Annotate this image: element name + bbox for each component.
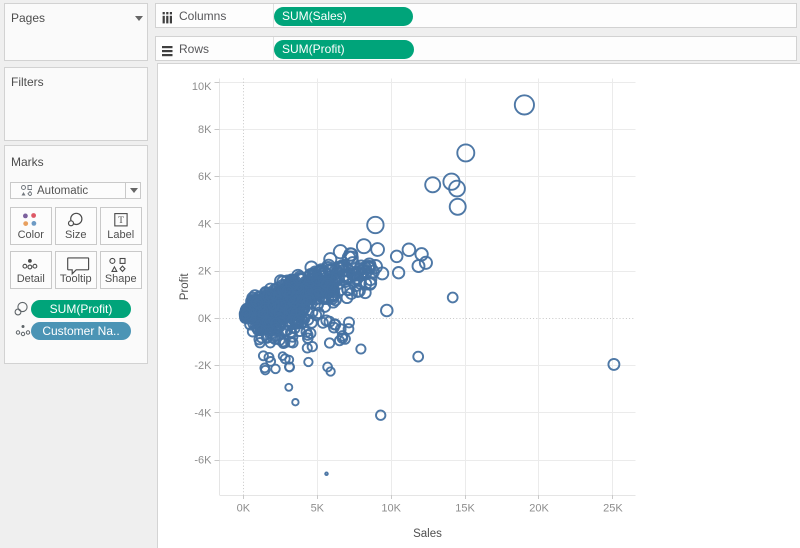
svg-text:8K: 8K xyxy=(198,124,212,136)
svg-text:-4K: -4K xyxy=(194,407,212,419)
svg-text:10K: 10K xyxy=(192,81,212,93)
svg-text:Profit: Profit xyxy=(179,273,191,301)
svg-text:15K: 15K xyxy=(455,503,475,515)
svg-text:5K: 5K xyxy=(311,503,325,515)
svg-text:-2K: -2K xyxy=(194,360,212,372)
svg-text:2K: 2K xyxy=(198,266,212,278)
svg-text:Sales: Sales xyxy=(413,528,442,540)
svg-text:10K: 10K xyxy=(381,503,401,515)
svg-text:T: T xyxy=(118,216,124,226)
svg-text:20K: 20K xyxy=(529,503,549,515)
svg-text:0K: 0K xyxy=(198,313,212,325)
svg-text:25K: 25K xyxy=(603,503,623,515)
svg-text:0K: 0K xyxy=(237,503,251,515)
svg-text:6K: 6K xyxy=(198,171,212,183)
svg-text:4K: 4K xyxy=(198,218,212,230)
svg-text:-6K: -6K xyxy=(194,455,212,467)
